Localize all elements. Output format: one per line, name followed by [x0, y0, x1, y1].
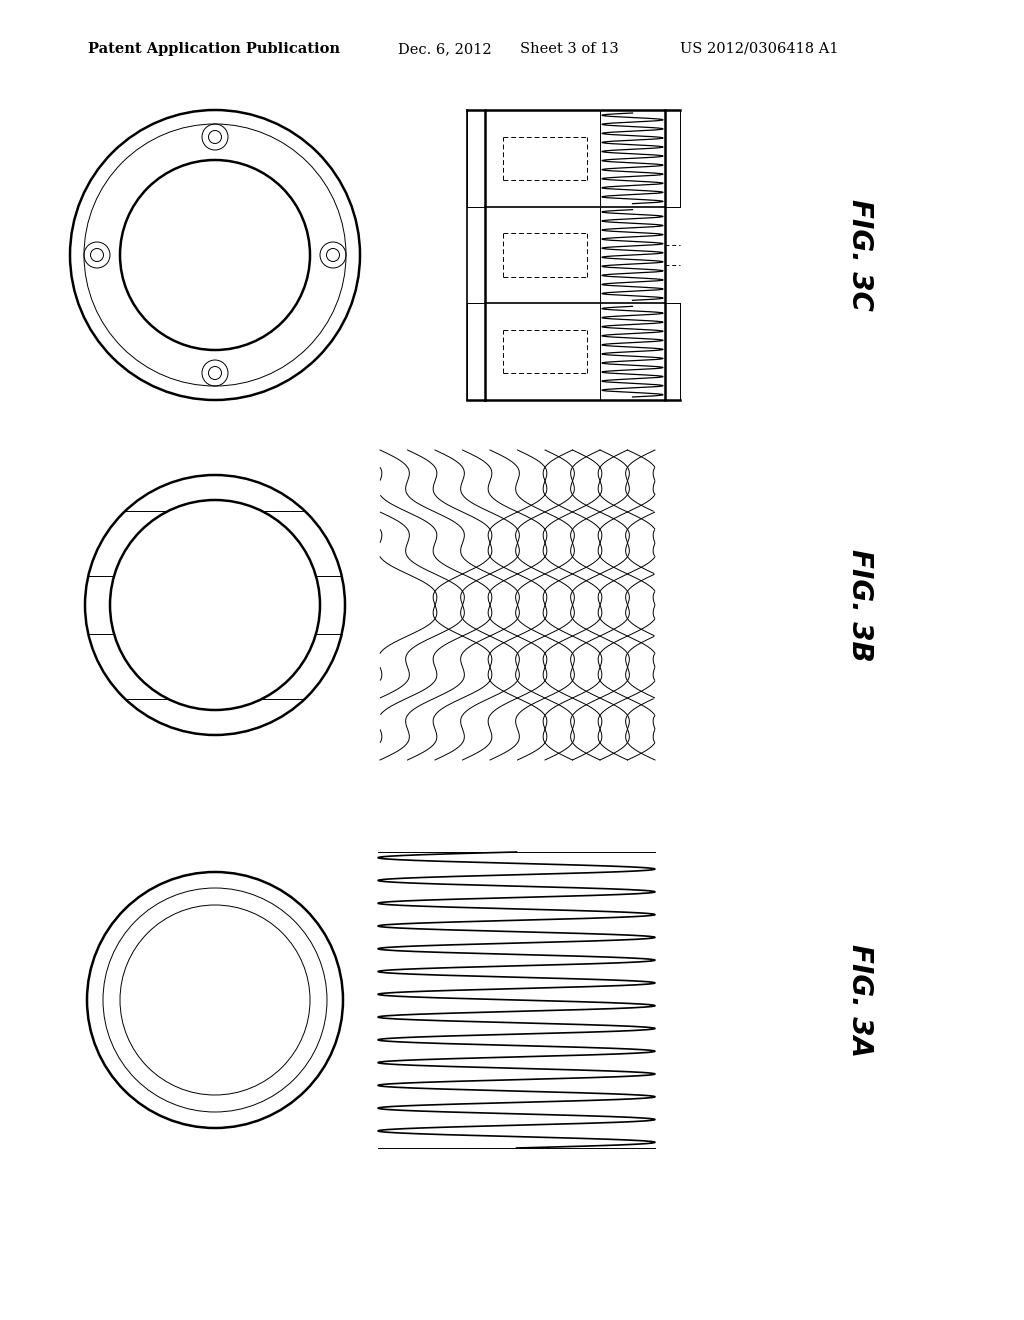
Text: Sheet 3 of 13: Sheet 3 of 13 [520, 42, 618, 55]
Text: Patent Application Publication: Patent Application Publication [88, 42, 340, 55]
Text: Dec. 6, 2012: Dec. 6, 2012 [398, 42, 492, 55]
Text: US 2012/0306418 A1: US 2012/0306418 A1 [680, 42, 839, 55]
Text: FIG. 3B: FIG. 3B [846, 549, 874, 661]
Text: FIG. 3A: FIG. 3A [846, 944, 874, 1056]
Text: FIG. 3C: FIG. 3C [846, 199, 874, 312]
